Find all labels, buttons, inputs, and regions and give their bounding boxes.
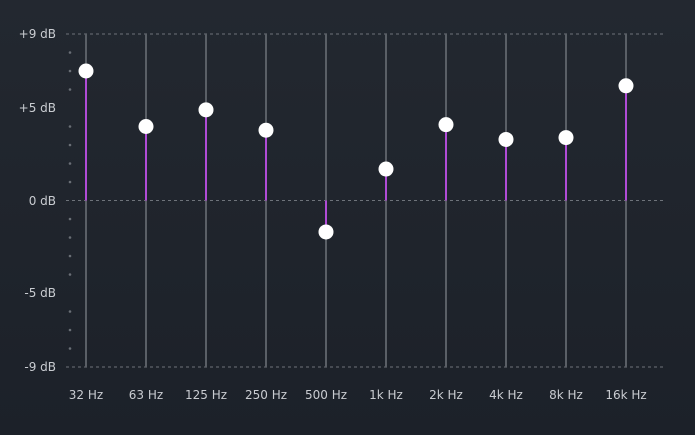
slider-knob[interactable] bbox=[378, 161, 394, 177]
scale-tick bbox=[68, 347, 72, 350]
frequency-label: 16k Hz bbox=[605, 388, 647, 402]
scale-tick bbox=[68, 236, 72, 239]
band-slider-250-hz[interactable] bbox=[258, 34, 274, 367]
band-slider-4k-hz[interactable] bbox=[498, 34, 514, 367]
frequency-label: 2k Hz bbox=[429, 388, 463, 402]
db-label: 0 dB bbox=[28, 193, 56, 208]
slider-knob[interactable] bbox=[258, 122, 274, 138]
scale-tick bbox=[68, 180, 72, 184]
scale-tick bbox=[68, 143, 72, 147]
band-slider-500-hz[interactable] bbox=[318, 34, 334, 367]
slider-knob[interactable] bbox=[618, 78, 634, 94]
db-label: +5 dB bbox=[18, 101, 56, 115]
slider-knob[interactable] bbox=[498, 131, 514, 147]
frequency-label: 1k Hz bbox=[369, 388, 403, 402]
frequency-label: 500 Hz bbox=[304, 388, 348, 402]
slider-knob[interactable] bbox=[558, 130, 574, 146]
slider-knob[interactable] bbox=[438, 117, 454, 133]
scale-tick bbox=[68, 51, 72, 54]
slider-knob[interactable] bbox=[138, 119, 154, 134]
frequency-label: 8k Hz bbox=[549, 388, 583, 402]
db-label: -5 dB bbox=[24, 286, 56, 300]
scale-tick bbox=[68, 310, 72, 313]
scale-tick bbox=[68, 273, 72, 276]
frequency-label: 32 Hz bbox=[68, 388, 104, 402]
db-label: -9 dB bbox=[24, 360, 56, 374]
slider-knob[interactable] bbox=[198, 102, 214, 118]
scale-tick bbox=[68, 217, 72, 221]
scale-tick bbox=[68, 88, 72, 91]
frequency-label: 4k Hz bbox=[489, 388, 523, 402]
scale-tick bbox=[68, 125, 72, 128]
scale-tick bbox=[68, 69, 72, 73]
scale-tick bbox=[68, 328, 72, 332]
band-slider-63-hz[interactable] bbox=[138, 34, 154, 367]
band-slider-125-hz[interactable] bbox=[198, 34, 214, 367]
slider-knob[interactable] bbox=[318, 224, 334, 240]
band-slider-1k-hz[interactable] bbox=[378, 34, 394, 367]
frequency-label: 250 Hz bbox=[244, 388, 288, 402]
scale-tick bbox=[68, 254, 72, 258]
scale-tick bbox=[68, 162, 72, 165]
band-slider-2k-hz[interactable] bbox=[438, 34, 454, 367]
db-label: +9 dB bbox=[18, 27, 56, 41]
band-slider-8k-hz[interactable] bbox=[558, 34, 574, 367]
frequency-label: 125 Hz bbox=[184, 388, 228, 402]
band-slider-32-hz[interactable] bbox=[78, 34, 94, 367]
band-slider-16k-hz[interactable] bbox=[618, 34, 634, 367]
slider-knob[interactable] bbox=[78, 63, 94, 79]
frequency-label: 63 Hz bbox=[128, 388, 164, 402]
